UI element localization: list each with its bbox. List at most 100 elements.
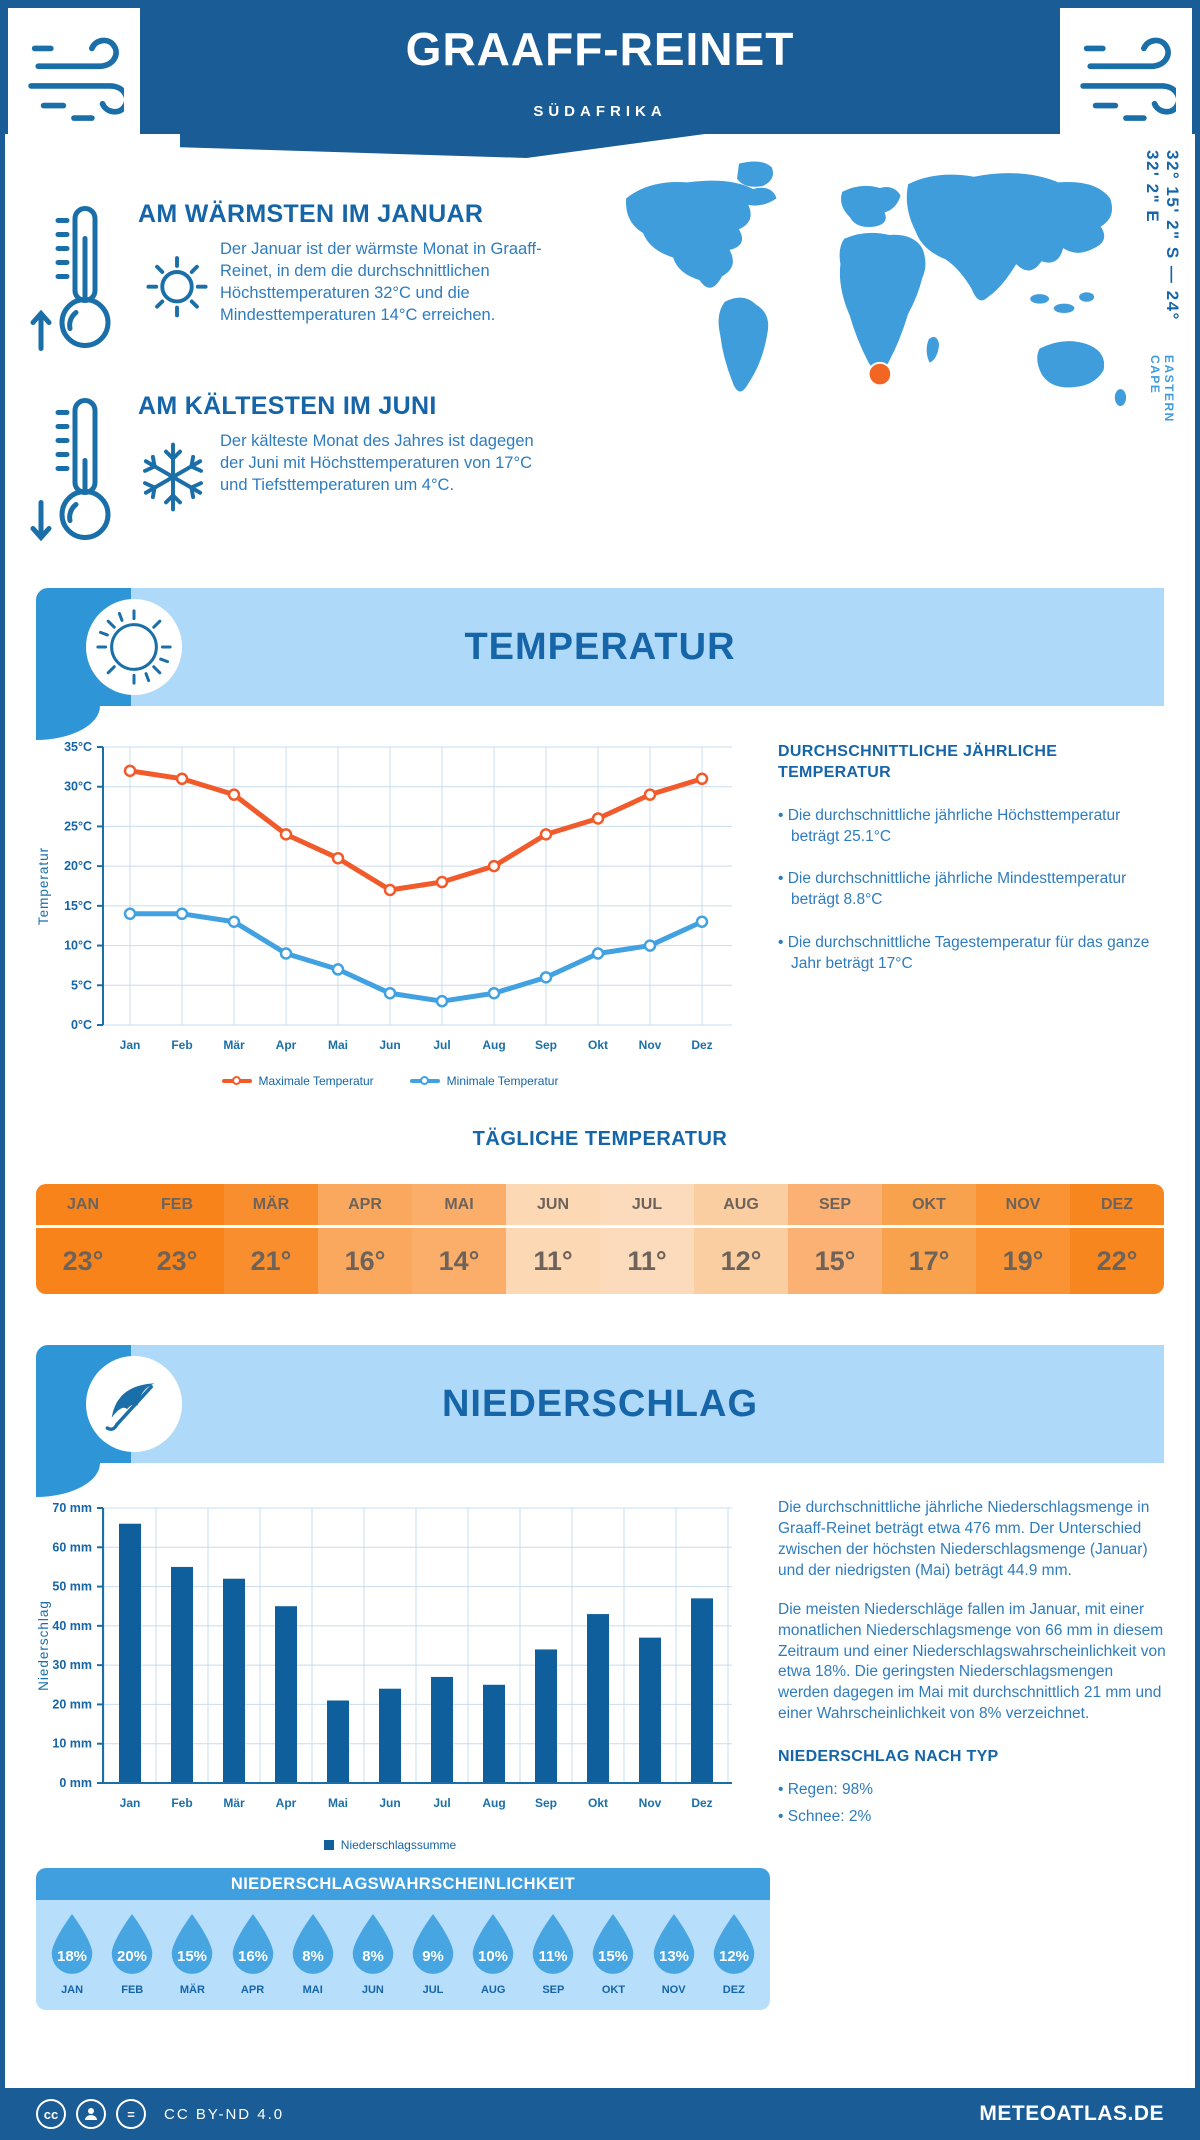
wind-icon-box-left [8,8,140,146]
map-region: EASTERN CAPE [1148,355,1176,423]
precipitation-chart: 0 mm 10 mm 20 mm 30 mm 40 mm 50 mm 60 mm 70 mm J… [20,1495,760,1825]
footer-bar: cc = CC BY-ND 4.0 METEOATLAS.DE [0,2088,1200,2140]
probability-droplet: 13% NOV [646,1912,702,1996]
precipitation-type-rain: • Regen: 98% [778,1781,874,1799]
svg-text:Apr: Apr [276,1038,297,1052]
svg-text:Mai: Mai [328,1038,348,1052]
thermometer-down-icon [30,392,130,557]
svg-text:0°C: 0°C [71,1018,92,1032]
droplet-month-label: DEZ [722,1984,745,1996]
svg-text:15°C: 15°C [64,899,92,913]
svg-text:15%: 15% [599,1948,629,1965]
header-banner [0,0,1200,134]
coldest-heading: AM KÄLTESTEN IM JUNI [138,392,437,420]
svg-text:9%: 9% [422,1948,444,1965]
precipitation-type-heading: NIEDERSCHLAG NACH TYP [778,1748,999,1766]
svg-text:Niederschlag: Niederschlag [36,1600,51,1691]
page-title: GRAAFF-REINET [405,23,795,75]
daily-table-value: 14° [412,1228,506,1294]
svg-text:10%: 10% [478,1948,508,1965]
svg-text:Mär: Mär [223,1796,245,1810]
legend-min-temperature: Minimale Temperatur [409,1074,558,1088]
precipitation-summary-column: Die durchschnittliche jährliche Niedersc… [778,1498,1166,1828]
precipitation-type-snow: • Schnee: 2% [778,1807,872,1825]
svg-text:11%: 11% [539,1948,568,1965]
svg-text:10°C: 10°C [64,939,92,953]
precipitation-paragraph-1: Die durchschnittliche jährliche Niedersc… [778,1499,1150,1579]
nd-equals-icon: = [116,2099,146,2129]
probability-droplet: 20% FEB [104,1912,160,1996]
probability-droplet: 16% APR [225,1912,281,1996]
daily-table-month: DEZ [1070,1184,1164,1228]
svg-text:Jul: Jul [433,1038,450,1052]
svg-text:35°C: 35°C [64,740,92,754]
svg-text:15%: 15% [177,1948,207,1965]
precipitation-paragraph-2: Die meisten Niederschläge fallen im Janu… [778,1600,1166,1723]
svg-text:Temperatur: Temperatur [36,847,51,925]
temperature-bullet-max: • Die durchschnittliche jährliche Höchst… [778,806,1121,845]
svg-text:Jan: Jan [120,1038,141,1052]
svg-text:30°C: 30°C [64,780,92,794]
precipitation-chart-legend: Niederschlagssumme [20,1838,760,1852]
daily-temperature-heading: TÄGLICHE TEMPERATUR [472,1128,728,1150]
svg-text:Nov: Nov [639,1796,662,1810]
cc-icon: cc [36,2099,66,2129]
daily-table-month: NOV [976,1184,1070,1228]
droplet-month-label: OKT [601,1984,626,1996]
droplet-month-label: APR [240,1984,265,1996]
svg-text:Mär: Mär [223,1038,245,1052]
temperature-banner-bar [131,588,1164,706]
thermometer-up-icon [30,200,130,365]
sun-icon [86,599,182,695]
probability-droplet: 18% JAN [44,1912,100,1996]
droplet-month-label: MAI [302,1984,323,1996]
world-map [598,148,1143,446]
probability-droplet: 10% AUG [465,1912,521,1996]
probability-droplet: 8% MAI [285,1912,341,1996]
legend-max-temperature: Maximale Temperatur [221,1074,374,1088]
svg-text:Aug: Aug [482,1796,505,1810]
page-border-right [1195,0,1200,2140]
svg-text:Feb: Feb [171,1796,192,1810]
svg-text:Jun: Jun [379,1038,400,1052]
svg-text:Okt: Okt [588,1038,608,1052]
temperature-summary-heading: DURCHSCHNITTLICHE JÄHRLICHE TEMPERATUR [778,743,1058,781]
daily-table-month: MAI [412,1184,506,1228]
probability-droplet: 12% DEZ [706,1912,762,1996]
daily-table-month: JUL [600,1184,694,1228]
daily-table-month: MÄR [224,1184,318,1228]
droplet-month-label: JUL [422,1984,444,1996]
svg-text:Sep: Sep [535,1796,557,1810]
snowflake-icon [138,431,220,524]
temperature-banner-title: TEMPERATUR [464,625,736,668]
wind-icon [28,37,124,121]
probability-droplet: 9% JUL [405,1912,461,1996]
probability-droplet: 15% MÄR [164,1912,220,1996]
wind-icon-box-right [1060,8,1192,146]
daily-table-value: 11° [506,1228,600,1294]
svg-text:Nov: Nov [639,1038,662,1052]
coldest-text: Der kälteste Monat des Jahres ist dagege… [220,432,534,494]
svg-text:Jun: Jun [379,1796,400,1810]
svg-text:70 mm: 70 mm [52,1501,92,1515]
probability-droplet: 15% OKT [585,1912,641,1996]
temperature-banner: TEMPERATUR [36,588,1164,740]
svg-text:20°C: 20°C [64,859,92,873]
svg-text:10 mm: 10 mm [52,1737,92,1751]
bar-marker [323,1840,334,1850]
droplet-month-label: MÄR [179,1984,205,1996]
daily-table-value: 11° [600,1228,694,1294]
daily-table-month: OKT [882,1184,976,1228]
location-marker [867,361,893,387]
droplet-month-label: NOV [661,1984,686,1996]
svg-text:30 mm: 30 mm [52,1658,92,1672]
svg-text:12%: 12% [719,1948,749,1965]
svg-text:50 mm: 50 mm [52,1580,92,1594]
daily-table-value: 23° [130,1228,224,1294]
warmest-month-block: AM WÄRMSTEN IM JANUAR Der Januar ist der… [30,200,590,365]
daily-table-value: 17° [882,1228,976,1294]
probability-droplet: 11% SEP [525,1912,581,1996]
daily-table-value: 21° [224,1228,318,1294]
droplet-month-label: FEB [121,1984,144,1996]
